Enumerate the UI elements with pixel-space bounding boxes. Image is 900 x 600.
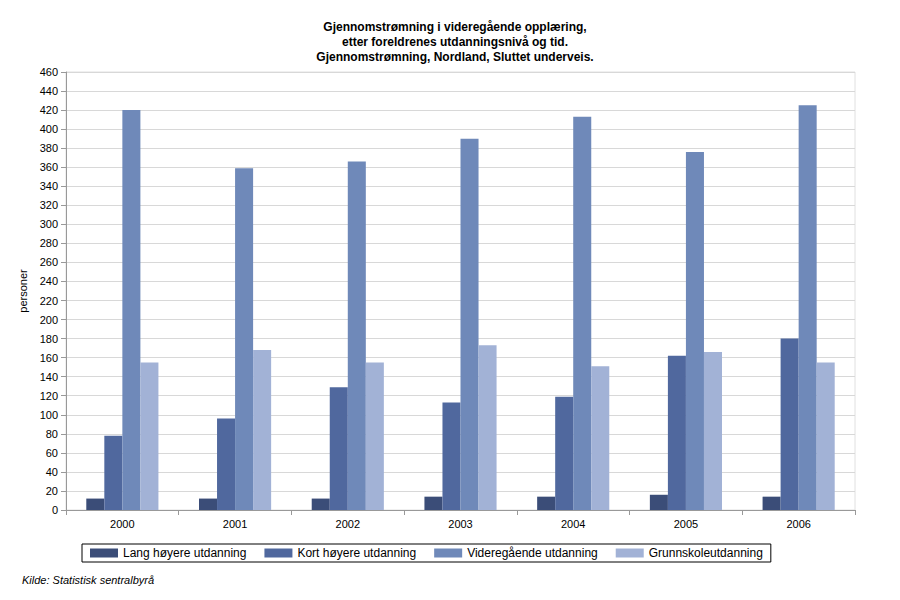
svg-text:personer: personer	[17, 269, 29, 313]
svg-text:420: 420	[40, 104, 58, 116]
svg-text:2006: 2006	[786, 518, 810, 530]
svg-text:20: 20	[46, 485, 58, 497]
svg-text:460: 460	[40, 66, 58, 78]
svg-text:360: 360	[40, 161, 58, 173]
svg-text:Grunnskoleutdanning: Grunnskoleutdanning	[649, 546, 763, 560]
svg-text:340: 340	[40, 180, 58, 192]
svg-text:Gjennomstrømning, Nordland, Sl: Gjennomstrømning, Nordland, Sluttet unde…	[316, 50, 593, 64]
svg-text:220: 220	[40, 295, 58, 307]
svg-text:2005: 2005	[674, 518, 698, 530]
svg-text:100: 100	[40, 409, 58, 421]
svg-text:2001: 2001	[223, 518, 247, 530]
svg-text:2004: 2004	[561, 518, 585, 530]
svg-text:180: 180	[40, 333, 58, 345]
svg-text:2002: 2002	[336, 518, 360, 530]
svg-text:320: 320	[40, 199, 58, 211]
svg-text:60: 60	[46, 447, 58, 459]
svg-text:Lang høyere utdanning: Lang høyere utdanning	[123, 546, 246, 560]
svg-text:280: 280	[40, 237, 58, 249]
svg-text:2000: 2000	[110, 518, 134, 530]
svg-text:80: 80	[46, 428, 58, 440]
svg-text:2003: 2003	[448, 518, 472, 530]
svg-text:0: 0	[52, 504, 58, 516]
svg-text:40: 40	[46, 466, 58, 478]
svg-text:400: 400	[40, 123, 58, 135]
svg-text:380: 380	[40, 142, 58, 154]
svg-text:200: 200	[40, 314, 58, 326]
svg-text:260: 260	[40, 256, 58, 268]
svg-text:160: 160	[40, 352, 58, 364]
svg-text:140: 140	[40, 371, 58, 383]
svg-text:Kilde: Statistisk sentralbyrå: Kilde: Statistisk sentralbyrå	[22, 574, 154, 586]
svg-text:300: 300	[40, 218, 58, 230]
svg-text:etter foreldrenes utdanningsni: etter foreldrenes utdanningsnivå og tid.	[342, 35, 568, 49]
svg-text:240: 240	[40, 275, 58, 287]
svg-text:Gjennomstrømning i videregåend: Gjennomstrømning i videregående opplærin…	[323, 20, 586, 34]
svg-text:440: 440	[40, 85, 58, 97]
svg-text:Kort høyere utdanning: Kort høyere utdanning	[297, 546, 416, 560]
svg-text:Videregående utdanning: Videregående utdanning	[467, 546, 598, 560]
svg-text:120: 120	[40, 390, 58, 402]
